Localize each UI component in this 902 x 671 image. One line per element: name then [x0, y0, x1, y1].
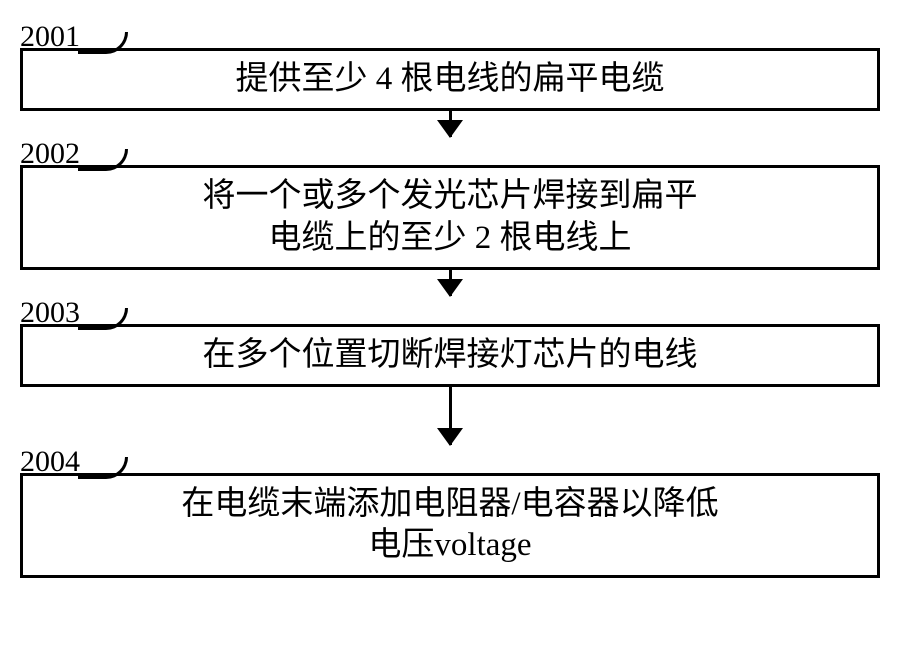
arrow-line	[449, 111, 452, 137]
arrow	[20, 111, 880, 137]
arrow-line	[449, 270, 452, 296]
step-id: 2002	[20, 137, 80, 170]
step-label: 2004	[20, 445, 128, 479]
label-connector-curve	[78, 308, 128, 330]
step-box: 在多个位置切断焊接灯芯片的电线	[20, 324, 880, 387]
step-id: 2004	[20, 445, 80, 478]
label-connector-curve	[78, 32, 128, 54]
step-text: 提供至少 4 根电线的扁平电缆	[236, 61, 665, 97]
step-box: 提供至少 4 根电线的扁平电缆	[20, 48, 880, 111]
step-text: 在多个位置切断焊接灯芯片的电线	[203, 337, 698, 373]
flowchart-container: 2001 提供至少 4 根电线的扁平电缆 2002 将一个或多个发光芯片焊接到扁…	[20, 20, 880, 578]
step-box: 在电缆末端添加电阻器/电容器以降低电压voltage	[20, 473, 880, 578]
step-label: 2003	[20, 296, 128, 330]
step-id: 2003	[20, 296, 80, 329]
label-connector-curve	[78, 149, 128, 171]
flow-step: 2002 将一个或多个发光芯片焊接到扁平电缆上的至少 2 根电线上	[20, 165, 880, 270]
flow-step: 2004 在电缆末端添加电阻器/电容器以降低电压voltage	[20, 473, 880, 578]
flow-step: 2001 提供至少 4 根电线的扁平电缆	[20, 48, 880, 111]
step-label: 2001	[20, 20, 128, 54]
arrow	[20, 270, 880, 296]
label-connector-curve	[78, 457, 128, 479]
flow-step: 2003 在多个位置切断焊接灯芯片的电线	[20, 324, 880, 387]
arrow	[20, 387, 880, 445]
step-label: 2002	[20, 137, 128, 171]
step-box: 将一个或多个发光芯片焊接到扁平电缆上的至少 2 根电线上	[20, 165, 880, 270]
arrow-line	[449, 387, 452, 445]
step-id: 2001	[20, 20, 80, 53]
